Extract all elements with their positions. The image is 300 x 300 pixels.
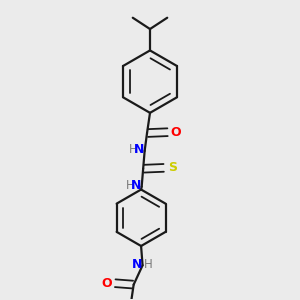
Text: N: N — [134, 143, 145, 156]
Text: O: O — [171, 126, 182, 139]
Text: S: S — [168, 161, 177, 174]
Text: H: H — [144, 258, 153, 271]
Text: O: O — [101, 277, 112, 290]
Text: N: N — [132, 258, 142, 271]
Text: H: H — [128, 143, 137, 156]
Text: N: N — [131, 179, 142, 192]
Text: H: H — [125, 179, 134, 192]
